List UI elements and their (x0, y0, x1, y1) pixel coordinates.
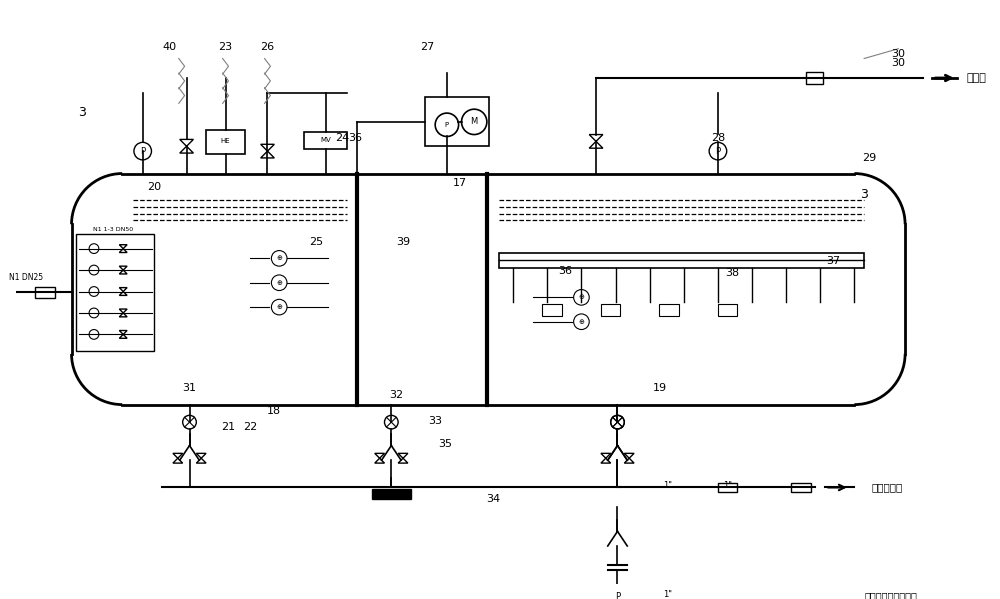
Text: 30: 30 (891, 58, 905, 68)
Text: ⊕: ⊕ (578, 319, 584, 325)
Bar (304, 132, 347, 149)
Text: 37: 37 (826, 256, 840, 267)
Text: ⊕: ⊕ (578, 294, 584, 300)
Bar (718, 304, 737, 316)
Text: 17: 17 (452, 179, 467, 188)
Text: 22: 22 (243, 422, 257, 432)
Text: 29: 29 (862, 153, 876, 163)
Circle shape (89, 329, 99, 339)
Bar (601, 304, 620, 316)
Text: ⊕: ⊕ (276, 304, 282, 310)
Text: 32: 32 (389, 390, 403, 400)
Text: 18: 18 (267, 407, 281, 416)
Text: 21: 21 (221, 422, 236, 432)
Bar (659, 304, 679, 316)
Text: 34: 34 (487, 494, 501, 504)
Circle shape (435, 113, 459, 137)
Bar (35, 287, 55, 298)
Text: 23: 23 (219, 42, 233, 52)
Bar (718, 483, 737, 492)
Text: 污泥一体化处理装置: 污泥一体化处理装置 (864, 592, 917, 599)
Text: 30: 30 (891, 49, 905, 59)
Text: 31: 31 (183, 383, 197, 393)
Circle shape (89, 287, 99, 297)
Text: P: P (445, 122, 449, 128)
Text: 38: 38 (725, 268, 740, 278)
Text: ⊕: ⊕ (276, 255, 282, 261)
Text: P: P (715, 147, 720, 156)
Circle shape (89, 244, 99, 253)
Text: 39: 39 (396, 237, 410, 247)
Bar (806, 72, 823, 84)
Text: 20: 20 (147, 182, 161, 192)
Text: 25: 25 (309, 237, 323, 247)
Bar (542, 304, 562, 316)
Text: N1 1-3 DN50: N1 1-3 DN50 (93, 226, 134, 232)
Text: 19: 19 (652, 383, 666, 393)
Text: 27: 27 (420, 42, 435, 52)
Text: 35: 35 (438, 438, 452, 449)
Text: ⊕: ⊕ (276, 280, 282, 286)
Bar (372, 489, 411, 499)
Text: HE: HE (221, 138, 230, 144)
Text: 油处理: 油处理 (967, 73, 986, 83)
Text: 40: 40 (162, 42, 176, 52)
Text: 3: 3 (78, 105, 86, 119)
Bar (206, 129, 245, 154)
Bar (791, 483, 811, 492)
Text: 3: 3 (860, 189, 868, 201)
Bar (786, 591, 806, 599)
Text: P: P (140, 147, 145, 156)
Circle shape (89, 265, 99, 275)
Circle shape (89, 308, 99, 318)
Text: N1 DN25: N1 DN25 (9, 273, 43, 282)
Circle shape (462, 109, 487, 135)
Text: 1": 1" (723, 481, 732, 490)
Text: 24: 24 (335, 134, 350, 143)
Text: 1": 1" (663, 590, 672, 599)
Text: P: P (615, 592, 620, 599)
Text: 28: 28 (711, 134, 725, 143)
Text: MV: MV (321, 137, 331, 143)
Bar (76, 234, 154, 351)
Text: 33: 33 (428, 416, 442, 426)
Bar (499, 253, 864, 268)
Text: 36: 36 (348, 134, 362, 143)
Text: 26: 26 (260, 42, 275, 52)
Text: 36: 36 (558, 266, 572, 276)
Text: 1": 1" (663, 481, 672, 490)
Text: 水处理装置: 水处理装置 (872, 482, 903, 492)
Bar (425, 98, 489, 146)
Text: M: M (471, 117, 478, 126)
